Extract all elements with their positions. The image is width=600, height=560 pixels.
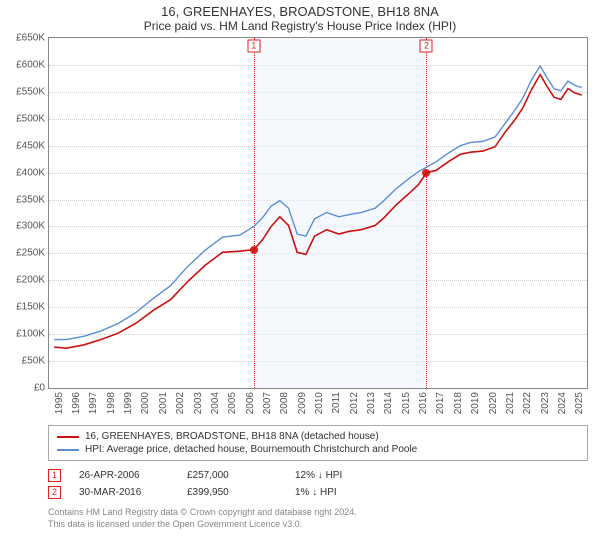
y-axis-label: £400K	[16, 167, 45, 178]
chart-plot-area: £0£50K£100K£150K£200K£250K£300K£350K£400…	[48, 37, 588, 389]
x-axis-label: 2009	[297, 392, 308, 414]
y-axis-label: £300K	[16, 221, 45, 232]
x-axis-label: 2000	[140, 392, 151, 414]
event-row: 2 30-MAR-2016 £399,950 1% ↓ HPI	[48, 484, 588, 501]
event-price: £399,950	[187, 487, 277, 498]
credits: Contains HM Land Registry data © Crown c…	[48, 507, 588, 530]
x-axis-label: 2001	[158, 392, 169, 414]
y-axis-label: £550K	[16, 86, 45, 97]
x-axis-label: 2014	[383, 392, 394, 414]
y-axis-label: £0	[34, 383, 45, 394]
legend: 16, GREENHAYES, BROADSTONE, BH18 8NA (de…	[48, 425, 588, 461]
event-delta: 1% ↓ HPI	[295, 487, 385, 498]
event-date: 26-APR-2006	[79, 470, 169, 481]
x-axis-label: 2008	[279, 392, 290, 414]
y-axis-label: £250K	[16, 248, 45, 259]
legend-label: 16, GREENHAYES, BROADSTONE, BH18 8NA (de…	[85, 431, 379, 442]
chart-title: 16, GREENHAYES, BROADSTONE, BH18 8NA	[0, 0, 600, 19]
x-axis-label: 1998	[106, 392, 117, 414]
x-axis-label: 2012	[349, 392, 360, 414]
x-axis-label: 2016	[418, 392, 429, 414]
x-axis-label: 1997	[88, 392, 99, 414]
x-axis-label: 2005	[227, 392, 238, 414]
y-axis-label: £650K	[16, 33, 45, 44]
x-axis-label: 2024	[557, 392, 568, 414]
x-axis-label: 1999	[123, 392, 134, 414]
events-table: 1 26-APR-2006 £257,000 12% ↓ HPI 2 30-MAR-201…	[48, 467, 588, 501]
credits-line-1: Contains HM Land Registry data © Crown c…	[48, 507, 588, 519]
x-axis-label: 2006	[245, 392, 256, 414]
legend-row: 16, GREENHAYES, BROADSTONE, BH18 8NA (de…	[57, 430, 579, 443]
y-axis-label: £500K	[16, 113, 45, 124]
series-blue	[54, 66, 582, 340]
legend-row: HPI: Average price, detached house, Bour…	[57, 443, 579, 456]
x-axis-label: 2015	[401, 392, 412, 414]
x-axis-label: 2019	[470, 392, 481, 414]
series-svg	[49, 38, 587, 388]
event-number-box: 2	[48, 486, 61, 499]
x-axis-label: 2023	[540, 392, 551, 414]
x-axis-label: 2021	[505, 392, 516, 414]
x-axis-label: 2003	[193, 392, 204, 414]
x-axis-label: 2025	[574, 392, 585, 414]
y-axis-label: £100K	[16, 329, 45, 340]
x-axis-label: 2007	[262, 392, 273, 414]
y-axis-label: £50K	[22, 356, 45, 367]
legend-label: HPI: Average price, detached house, Bour…	[85, 444, 417, 455]
x-axis-label: 2002	[175, 392, 186, 414]
event-price: £257,000	[187, 470, 277, 481]
y-axis-label: £150K	[16, 302, 45, 313]
x-axis-label: 2017	[435, 392, 446, 414]
x-axis-label: 1996	[71, 392, 82, 414]
legend-swatch	[57, 436, 79, 438]
event-number-box: 1	[48, 469, 61, 482]
y-axis-label: £200K	[16, 275, 45, 286]
x-axis-label: 2022	[522, 392, 533, 414]
event-delta: 12% ↓ HPI	[295, 470, 385, 481]
event-row: 1 26-APR-2006 £257,000 12% ↓ HPI	[48, 467, 588, 484]
legend-swatch	[57, 449, 79, 451]
x-axis-label: 2013	[366, 392, 377, 414]
event-date: 30-MAR-2016	[79, 487, 169, 498]
x-axis-label: 2020	[488, 392, 499, 414]
x-axis-label: 2004	[210, 392, 221, 414]
x-axis-label: 2018	[453, 392, 464, 414]
y-axis-label: £450K	[16, 140, 45, 151]
series-red	[54, 75, 582, 349]
y-axis-label: £600K	[16, 59, 45, 70]
x-axis-label: 1995	[54, 392, 65, 414]
credits-line-2: This data is licensed under the Open Gov…	[48, 519, 588, 531]
x-axis-label: 2011	[331, 392, 342, 414]
chart-subtitle: Price paid vs. HM Land Registry's House …	[0, 19, 600, 37]
y-axis-label: £350K	[16, 194, 45, 205]
x-axis-label: 2010	[314, 392, 325, 414]
